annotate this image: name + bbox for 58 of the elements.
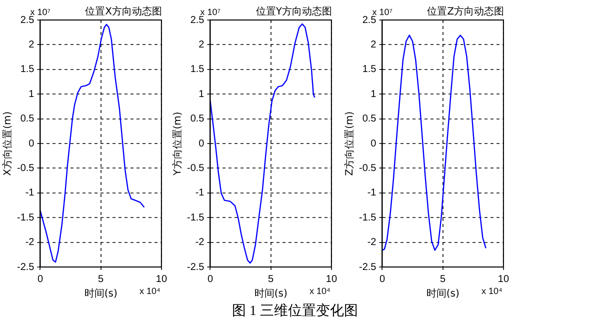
text: x 10⁷	[30, 6, 51, 17]
x-tick-label: 5	[268, 274, 274, 285]
y-tick-label: 0	[28, 138, 35, 150]
y-tick-label: -2.5	[358, 262, 377, 273]
y-tick-label: 1	[28, 88, 35, 100]
y-tick-label: -2	[367, 237, 377, 248]
y-tick-label: -2.5	[186, 262, 205, 273]
chart-title: 位置X方向动态图	[85, 6, 162, 18]
y-tick-label: 1	[198, 88, 205, 100]
y-tick-label: -1.5	[186, 212, 205, 224]
text: x 10⁴	[481, 286, 502, 296]
x-axis-title: 时间(s)	[254, 288, 288, 300]
text: x 10⁷	[372, 6, 393, 17]
x-axis-title: 时间(s)	[84, 288, 118, 300]
y-tick-label: 2	[28, 39, 35, 50]
y-tick-label: 0	[370, 138, 377, 150]
y-tick-label: -0.5	[16, 162, 35, 174]
x-tick-label: 10	[156, 274, 168, 285]
y-tick-label: -2	[25, 237, 35, 248]
x-tick-label: 0	[207, 274, 214, 285]
x-tick-label: 0	[37, 274, 44, 285]
y-tick-label: 0.5	[362, 114, 377, 125]
x-axis-title: 时间(s)	[426, 288, 460, 300]
y-tick-label: 1.5	[362, 64, 377, 76]
y-tick-label: 1	[370, 88, 377, 100]
text: x 10⁴	[309, 286, 330, 296]
y-tick-label: 0	[198, 138, 205, 150]
y-tick-label: 1.5	[190, 64, 205, 76]
x-tick-label: 5	[440, 274, 446, 285]
y-tick-label: -0.5	[186, 162, 205, 174]
x-tick-label: 10	[498, 274, 510, 285]
y-tick-label: 2	[198, 39, 205, 50]
y-tick-label: -1	[25, 188, 35, 199]
text: x 10⁴	[139, 286, 160, 296]
y-tick-label: -2	[195, 237, 205, 248]
caption: 图 1 三维位置变化图	[231, 302, 359, 320]
y-tick-label: -2.5	[16, 262, 35, 273]
y-tick-label: -1	[195, 188, 205, 199]
y-tick-label: 0.5	[20, 114, 35, 125]
y-axis-title: X方向位置(m)	[2, 111, 14, 176]
y-tick-label: -0.5	[358, 162, 377, 174]
x-tick-label: 5	[98, 274, 104, 285]
y-tick-label: 2.5	[20, 14, 35, 26]
y-tick-label: 0.5	[190, 114, 205, 125]
chart-title: 位置Z方向动态图	[427, 6, 504, 18]
x-tick-label: 10	[326, 274, 338, 285]
x-tick-label: 0	[379, 274, 386, 285]
y-axis-title: Z方向位置(m)	[344, 111, 356, 176]
y-tick-label: -1	[367, 188, 377, 199]
y-tick-label: 2.5	[362, 14, 377, 26]
y-tick-label: -1.5	[16, 212, 35, 224]
y-axis-title: Y方向位置(m)	[172, 112, 184, 176]
text: x 10⁷	[200, 6, 221, 17]
y-tick-label: 1.5	[20, 64, 35, 76]
y-tick-label: -1.5	[358, 212, 377, 224]
chart-title: 位置Y方向动态图	[256, 6, 332, 18]
y-tick-label: 2.5	[190, 14, 205, 26]
y-tick-label: 2	[370, 39, 377, 50]
